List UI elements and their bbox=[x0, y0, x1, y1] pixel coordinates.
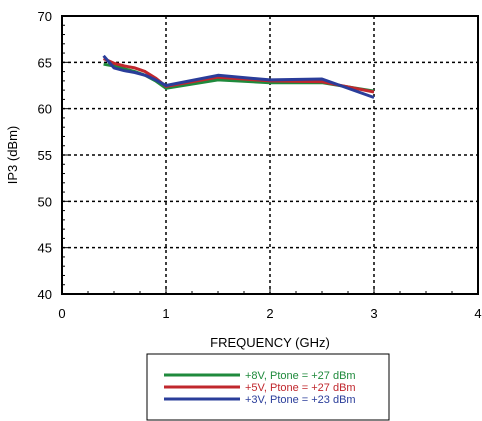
x-tick-label-0: 0 bbox=[58, 306, 65, 321]
series-line-1 bbox=[102, 57, 375, 94]
grid-lines bbox=[62, 16, 478, 294]
legend-label-2: +3V, Ptone = +23 dBm bbox=[245, 394, 356, 406]
legend-label-1: +5V, Ptone = +27 dBm bbox=[245, 382, 356, 394]
legend-label-0: +8V, Ptone = +27 dBm bbox=[245, 370, 356, 382]
x-tick-label-4: 4 bbox=[474, 306, 481, 321]
series-lines bbox=[102, 54, 375, 99]
y-tick-label-4: 60 bbox=[38, 102, 52, 117]
x-tick-label-2: 2 bbox=[266, 306, 273, 321]
y-tick-label-0: 40 bbox=[38, 287, 52, 302]
tick-labels: 0 1 2 3 4 40 45 50 55 60 65 70 bbox=[38, 9, 482, 321]
y-tick-label-3: 55 bbox=[38, 148, 52, 163]
x-tick-label-1: 1 bbox=[162, 306, 169, 321]
y-tick-label-6: 70 bbox=[38, 9, 52, 24]
y-tick-label-1: 45 bbox=[38, 241, 52, 256]
x-axis-label: FREQUENCY (GHz) bbox=[210, 335, 330, 350]
x-tick-label-3: 3 bbox=[370, 306, 377, 321]
series-line-2 bbox=[102, 54, 375, 99]
y-axis-label: IP3 (dBm) bbox=[5, 126, 20, 185]
y-tick-label-5: 65 bbox=[38, 55, 52, 70]
y-tick-label-2: 50 bbox=[38, 194, 52, 209]
legend: +8V, Ptone = +27 dBm+5V, Ptone = +27 dBm… bbox=[146, 353, 390, 421]
